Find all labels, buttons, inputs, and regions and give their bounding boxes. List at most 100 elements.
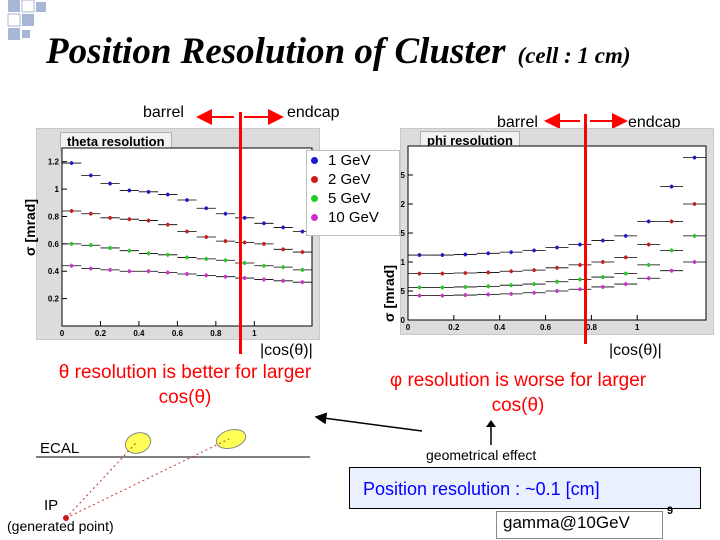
- summary-box: [349, 467, 701, 509]
- data-point: [281, 265, 285, 269]
- legend-item-5gev: 5 GeV: [307, 189, 399, 208]
- plot-frame: [407, 145, 707, 321]
- data-point: [669, 248, 674, 253]
- data-point: [601, 238, 605, 243]
- data-point: [223, 211, 228, 216]
- x-tick-label: 0.4: [133, 329, 145, 338]
- data-point: [578, 287, 582, 292]
- corner-decoration: [7, 0, 46, 40]
- ecal-label: ECAL: [40, 440, 80, 457]
- slide-title-group: Position Resolution of Cluster (cell : 1…: [46, 30, 631, 73]
- data-point: [578, 277, 582, 282]
- summary-text: Position resolution : ~0.1 [cm]: [363, 479, 600, 499]
- data-point: [417, 271, 422, 276]
- data-point: [146, 218, 151, 223]
- data-point: [532, 268, 536, 272]
- data-point: [669, 184, 674, 189]
- series-10-gev: [62, 263, 312, 285]
- y-tick-label: 2: [401, 200, 406, 209]
- data-point: [623, 255, 628, 260]
- data-point: [417, 253, 422, 257]
- data-point: [486, 284, 491, 289]
- data-point: [300, 280, 305, 284]
- sample-text: gamma@10GeV: [503, 513, 630, 532]
- data-point: [509, 292, 513, 296]
- data-point: [623, 282, 628, 286]
- data-point: [108, 181, 112, 186]
- data-point: [108, 268, 112, 272]
- data-point: [555, 245, 559, 250]
- y-tick-label: 1: [401, 258, 406, 267]
- data-point: [463, 252, 468, 257]
- x-tick-label: 0.2: [448, 323, 460, 332]
- data-point: [165, 192, 170, 197]
- data-point: [108, 216, 112, 220]
- data-point: [440, 271, 445, 276]
- x-tick-label: 0: [60, 329, 65, 338]
- cluster-ellipse-right: [215, 428, 247, 450]
- data-point: [486, 270, 491, 275]
- y-tick-label: 0.5: [400, 287, 406, 296]
- legend-label-10gev: 10 GeV: [328, 209, 379, 226]
- phi-resolution-chart: 0 0.2 0.4 0.6 0.8 1 0 0.5 1 1.5 2 2.5: [400, 145, 707, 332]
- data-point: [89, 243, 93, 248]
- page-number: 9: [667, 505, 674, 517]
- x-tick-label: 0.8: [210, 329, 222, 338]
- data-point: [127, 188, 132, 193]
- series-5-gev: [408, 233, 706, 290]
- data-point: [146, 269, 151, 274]
- sample-box: [496, 511, 663, 539]
- ip-label: IP: [44, 497, 59, 514]
- legend-item-2gev: 2 GeV: [307, 170, 399, 189]
- y-tick-label: 0.6: [48, 240, 60, 249]
- series-2-gev: [408, 202, 706, 276]
- data-point: [509, 283, 513, 287]
- series-10-gev: [408, 260, 706, 298]
- data-point: [204, 273, 209, 278]
- energy-legend: 1 GeV 2 GeV 5 GeV 10 GeV: [306, 150, 400, 236]
- data-point: [692, 260, 697, 264]
- data-point: [165, 222, 170, 227]
- theta-resolution-chart: 0 0.2 0.4 0.6 0.8 1 0.2 0.4 0.6 0.8 1 1.2: [48, 147, 313, 338]
- legend-label-2gev: 2 GeV: [328, 171, 371, 188]
- left-arrows: [196, 109, 284, 125]
- data-point: [185, 198, 189, 202]
- right-endcap-label: endcap: [628, 114, 681, 131]
- legend-label-5gev: 5 GeV: [328, 190, 371, 207]
- legend-item-1gev: 1 GeV: [307, 151, 399, 170]
- data-point: [281, 247, 285, 252]
- legend-swatch-1gev: [311, 157, 318, 164]
- data-point: [69, 242, 74, 246]
- data-point: [300, 250, 305, 254]
- data-point: [463, 285, 468, 289]
- theta-conclusion: θ resolution is better for larger cos(θ): [58, 362, 312, 408]
- data-point: [223, 274, 228, 279]
- data-point: [89, 211, 93, 216]
- data-point: [440, 285, 445, 290]
- x-tick-label: 0.6: [172, 329, 184, 338]
- legend-swatch-10gev: [311, 214, 318, 221]
- data-point: [281, 279, 285, 283]
- data-point: [165, 253, 170, 257]
- data-point: [417, 285, 422, 290]
- data-point: [509, 250, 513, 254]
- data-point: [69, 209, 74, 213]
- x-tick-label: 1: [635, 323, 640, 332]
- data-point: [601, 275, 605, 279]
- legend-swatch-2gev: [311, 176, 318, 183]
- data-point: [262, 277, 266, 282]
- data-point: [440, 293, 445, 298]
- y-tick-label: 0.2: [48, 295, 60, 304]
- left-y-axis-label: σ [mrad]: [22, 198, 38, 256]
- phi-plot-title: phi resolution: [420, 131, 520, 150]
- legend-swatch-5gev: [311, 195, 318, 202]
- data-point: [262, 242, 266, 246]
- series-5-gev: [62, 241, 312, 272]
- data-point: [242, 261, 247, 265]
- right-boundary-line: [584, 114, 587, 344]
- left-endcap-label: endcap: [287, 104, 340, 121]
- data-point: [555, 266, 559, 270]
- data-point: [204, 206, 209, 211]
- data-point: [127, 248, 132, 253]
- data-point: [601, 285, 605, 289]
